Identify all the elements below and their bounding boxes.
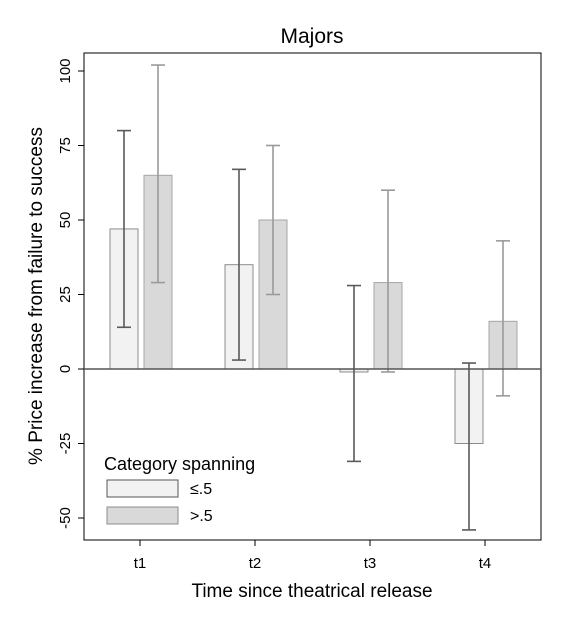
error-bar-t2-series-1: [266, 144, 280, 296]
x-tick-label-t2: t2: [249, 555, 262, 572]
y-axis-label: % Price increase from failure to success: [26, 127, 47, 465]
y-axis: -50 -25 0 25 50 75 100: [57, 58, 84, 529]
error-bar-t4-series-1: [496, 240, 510, 397]
error-bar-t1-series-0: [117, 129, 131, 329]
x-tick-label-t1: t1: [134, 555, 147, 572]
legend-swatch-le-0.5: [106, 479, 179, 498]
y-tick-label: -50: [57, 507, 74, 529]
error-bar-t3-series-1: [381, 189, 395, 373]
y-tick-label: 75: [57, 137, 74, 154]
y-tick-label: 100: [57, 58, 74, 83]
legend: Category spanning ≤.5 >.5: [104, 454, 255, 525]
x-axis-label: Time since theatrical release: [191, 581, 432, 602]
legend-swatch-gt-0.5: [106, 506, 179, 525]
y-tick-label: 0: [57, 365, 74, 373]
x-tick-label-t3: t3: [364, 555, 377, 572]
x-tick-label-t4: t4: [479, 555, 492, 572]
plot-frame: [83, 52, 542, 541]
bars: [109, 174, 518, 444]
y-tick-label: -25: [57, 433, 74, 455]
x-axis: t1 t2 t3 t4: [134, 540, 492, 572]
y-tick-label: 25: [57, 286, 74, 303]
error-bar-t3-series-0: [347, 284, 361, 463]
legend-title: Category spanning: [104, 454, 255, 474]
error-bar-t2-series-0: [232, 168, 246, 361]
chart-title: Majors: [280, 25, 343, 48]
error-bar-t4-series-0: [462, 362, 476, 531]
error-bar-t1-series-1: [151, 64, 165, 284]
y-tick-label: 50: [57, 212, 74, 229]
legend-label-gt-0.5: >.5: [190, 508, 213, 525]
error-bars: [117, 64, 510, 531]
legend-label-le-0.5: ≤.5: [190, 481, 212, 498]
